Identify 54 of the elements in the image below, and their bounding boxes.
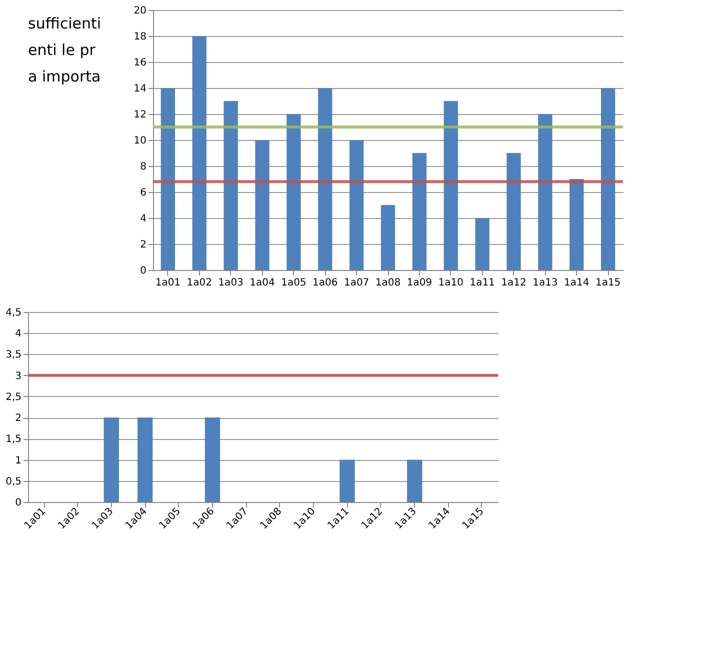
x-tick-label: 1a02 [186, 278, 212, 288]
y-tick-label: 8 [140, 162, 146, 172]
bar [506, 153, 521, 270]
bar [286, 114, 301, 270]
bar [160, 88, 176, 270]
bar [255, 140, 270, 270]
bar [192, 36, 206, 270]
y-tick-label: 0,5 [6, 476, 22, 488]
bar [444, 101, 458, 270]
text: a importa [28, 68, 101, 86]
y-tick-label: 2,5 [6, 392, 22, 403]
y-tick-label: 14 [134, 84, 146, 94]
x-tick-label: 1a13 [532, 278, 558, 288]
y-tick-label: 10 [134, 136, 146, 146]
y-tick-label: 1,5 [6, 434, 22, 446]
x-tick-label: 1a04 [250, 278, 275, 288]
y-tick-label: 6 [140, 188, 146, 198]
x-tick-label: 1a03 [218, 278, 244, 288]
text: sufficienti [28, 14, 102, 32]
x-tick-label: 1a10 [438, 278, 464, 288]
y-tick-label: 0 [15, 498, 22, 508]
x-tick-label: 1a01 [155, 278, 181, 288]
y-tick-label: 0 [140, 266, 146, 276]
x-tick-label: 1a15 [595, 278, 621, 288]
text: enti le pr [28, 41, 96, 59]
x-tick-label: 1a05 [281, 278, 306, 288]
y-tick-label: 20 [134, 6, 146, 16]
bar [538, 114, 552, 270]
x-tick-label: 1a14 [564, 278, 590, 288]
y-tick-label: 4 [140, 214, 146, 224]
x-tick-label: 1a07 [344, 278, 370, 288]
bar [224, 101, 238, 270]
y-tick-label: 2 [15, 413, 22, 424]
bar [570, 179, 584, 270]
bar [475, 218, 490, 270]
x-tick-label: 1a11 [470, 278, 495, 288]
bar [349, 140, 364, 270]
x-tick-label: 1a06 [312, 278, 338, 288]
bar [318, 88, 332, 270]
y-tick-label: 1 [15, 455, 22, 466]
x-tick-label: 1a09 [406, 278, 432, 288]
y-tick-label: 4,5 [6, 308, 22, 318]
bar [380, 205, 396, 270]
y-tick-label: 3 [15, 370, 22, 382]
y-tick-label: 16 [134, 58, 146, 68]
x-tick-label: 1a12 [501, 278, 526, 288]
y-tick-label: 18 [134, 32, 146, 42]
y-tick-label: 4 [15, 328, 22, 340]
y-tick-label: 3,5 [6, 350, 22, 361]
y-tick-label: 12 [134, 110, 146, 120]
bar [600, 88, 616, 270]
bar [412, 153, 427, 270]
x-tick-label: 1a08 [375, 278, 401, 288]
y-tick-label: 2 [140, 240, 146, 250]
